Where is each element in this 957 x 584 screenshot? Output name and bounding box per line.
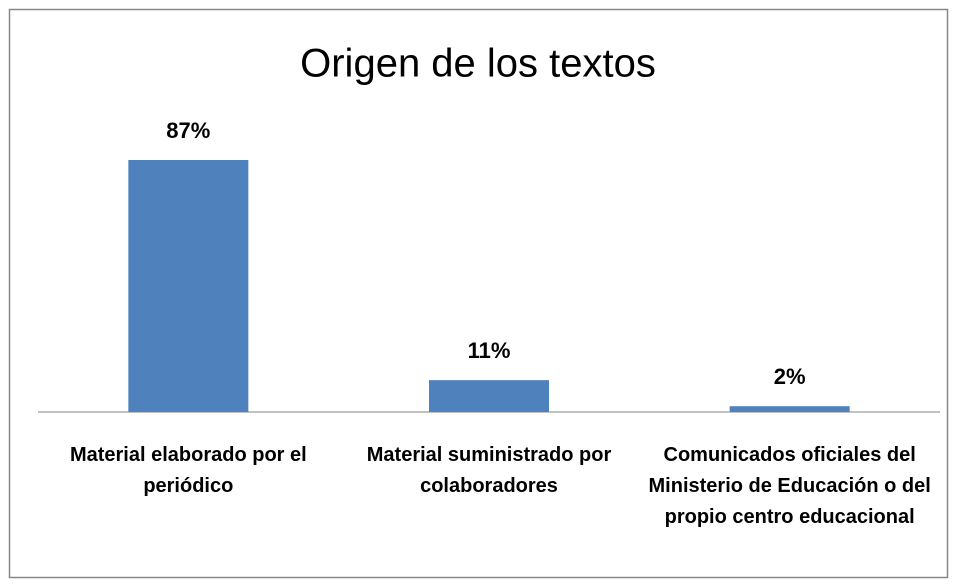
bar (729, 406, 850, 412)
x-tick-label: Comunicados oficiales del Ministerio de … (648, 444, 931, 528)
x-tick-label: Material suministrado por colaboradores (366, 444, 612, 497)
data-label: 2% (774, 364, 806, 389)
bar (128, 160, 249, 412)
x-tick-label: Material elaborado por el periódico (69, 444, 307, 497)
bar (429, 380, 549, 412)
data-label: 11% (468, 338, 511, 363)
data-label: 87% (166, 118, 210, 143)
chart-title: Origen de los textos (300, 42, 656, 86)
